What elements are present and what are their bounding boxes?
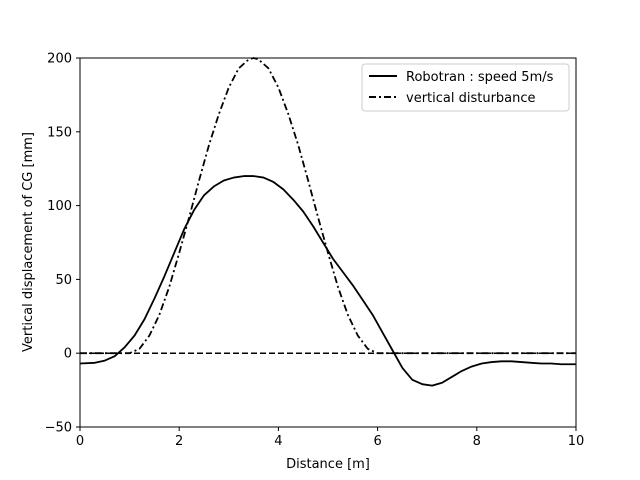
x-tick-label: 4 [274, 434, 282, 449]
y-tick-label: 150 [47, 125, 72, 140]
x-tick-label: 10 [568, 434, 585, 449]
x-tick-label: 8 [473, 434, 481, 449]
legend-box [361, 63, 570, 112]
x-tick-label: 6 [373, 434, 381, 449]
plot-area [79, 57, 577, 428]
x-tick-label: 0 [76, 434, 84, 449]
y-tick-label: 100 [47, 199, 72, 214]
y-tick-label: 200 [47, 52, 72, 67]
x-tick-label: 2 [175, 434, 183, 449]
legend: Robotran : speed 5m/s vertical disturban… [361, 63, 570, 112]
y-tick-label: 0 [64, 347, 72, 362]
legend-label-vertical-disturbance: vertical disturbance [406, 91, 536, 106]
axes-frame [79, 57, 577, 428]
ticks: 0 2 4 6 8 10 −50 0 50 100 150 200 [45, 52, 585, 450]
y-tick-label: 50 [55, 273, 72, 288]
y-axis-label: Vertical displacement of CG [mm] [21, 132, 36, 352]
x-axis-label: Distance [m] [286, 457, 370, 472]
legend-label-robotran: Robotran : speed 5m/s [406, 70, 554, 85]
y-tick-label: −50 [45, 421, 72, 436]
